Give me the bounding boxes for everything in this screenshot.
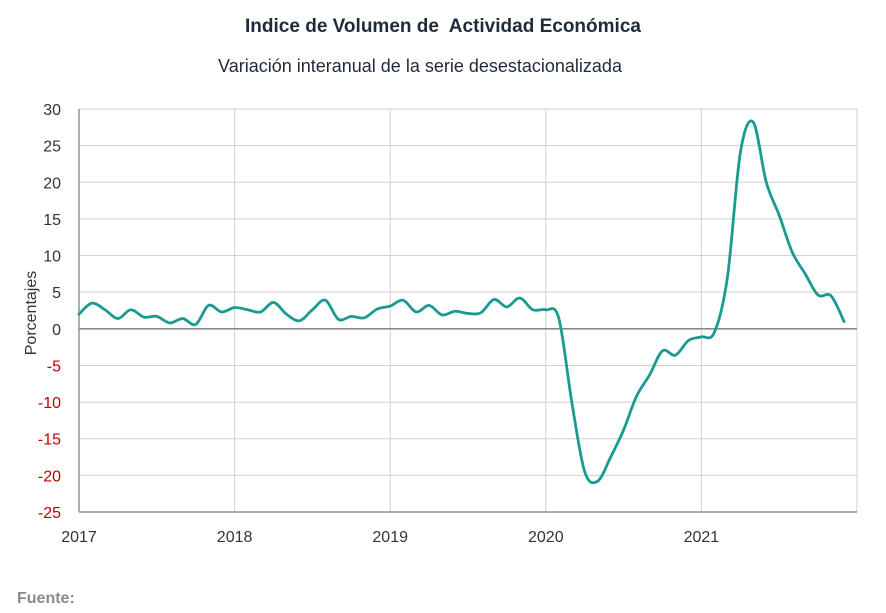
data-point: [415, 311, 417, 313]
data-point: [311, 309, 313, 311]
data-point: [726, 276, 728, 278]
data-point: [182, 317, 184, 319]
y-axis-label: Porcentajes: [23, 271, 40, 356]
data-point: [596, 480, 598, 482]
data-point: [648, 374, 650, 376]
data-point: [195, 323, 197, 325]
series-layer: [77, 119, 846, 485]
chart-subtitle: Variación interanual de la serie desesta…: [218, 56, 622, 76]
data-point: [752, 121, 754, 123]
data-point: [700, 336, 702, 338]
data-point: [130, 309, 132, 311]
data-point: [337, 318, 339, 320]
x-tick-label: 2017: [61, 529, 97, 546]
data-point: [635, 395, 637, 397]
data-point: [609, 456, 611, 458]
data-point: [259, 311, 261, 313]
gridlines: [79, 108, 858, 513]
x-tick-label: 2019: [372, 529, 408, 546]
data-point: [350, 315, 352, 317]
data-point: [622, 429, 624, 431]
data-point: [428, 304, 430, 306]
data-point: [739, 152, 741, 154]
data-point: [830, 295, 832, 297]
data-point: [791, 251, 793, 253]
y-tick-label: -15: [38, 432, 61, 449]
data-point: [506, 306, 508, 308]
data-point: [817, 294, 819, 296]
data-point: [661, 350, 663, 352]
data-point: [843, 320, 845, 322]
data-point: [545, 309, 547, 311]
data-point: [220, 311, 222, 313]
data-point: [233, 306, 235, 308]
data-point: [272, 301, 274, 303]
data-point: [156, 315, 158, 317]
x-tick-label: 2018: [217, 529, 253, 546]
data-point: [169, 322, 171, 324]
data-point: [584, 471, 586, 473]
y-tick-label: -25: [38, 505, 61, 522]
y-tick-label: 20: [43, 175, 61, 192]
data-point: [324, 299, 326, 301]
data-point: [441, 314, 443, 316]
y-tick-label: 30: [43, 102, 61, 119]
source-label: Fuente:: [17, 590, 75, 607]
data-point: [519, 297, 521, 299]
data-point: [804, 273, 806, 275]
data-point: [454, 310, 456, 312]
data-point: [493, 298, 495, 300]
data-point: [207, 304, 209, 306]
data-point: [558, 317, 560, 319]
y-tick-label: 5: [52, 285, 61, 302]
data-point: [104, 309, 106, 311]
data-point: [571, 401, 573, 403]
data-point: [376, 308, 378, 310]
data-point: [480, 312, 482, 314]
data-point: [246, 309, 248, 311]
x-tick-label: 2021: [684, 529, 720, 546]
data-point: [402, 299, 404, 301]
data-point: [674, 354, 676, 356]
series-line: [77, 119, 846, 485]
x-tick-label: 2020: [528, 529, 564, 546]
chart-title: Indice de Volumen de Actividad Económica: [245, 16, 641, 37]
data-point: [713, 331, 715, 333]
data-point: [117, 317, 119, 319]
data-point: [285, 313, 287, 315]
data-point: [78, 313, 80, 315]
axes: [78, 109, 857, 513]
data-point: [765, 181, 767, 183]
y-tick-label: 25: [43, 139, 61, 156]
y-tick-label: 15: [43, 212, 61, 229]
data-point: [363, 317, 365, 319]
data-point: [389, 305, 391, 307]
data-point: [298, 320, 300, 322]
y-tick-label: 0: [52, 322, 61, 339]
data-point: [778, 214, 780, 216]
data-point: [467, 312, 469, 314]
data-point: [143, 316, 145, 318]
y-tick-label: -20: [38, 468, 61, 485]
y-tick-label: -10: [38, 395, 61, 412]
data-point: [532, 309, 534, 311]
y-tick-label: 10: [43, 249, 61, 266]
data-point: [687, 339, 689, 341]
y-tick-label: -5: [47, 358, 61, 375]
data-point: [91, 302, 93, 304]
